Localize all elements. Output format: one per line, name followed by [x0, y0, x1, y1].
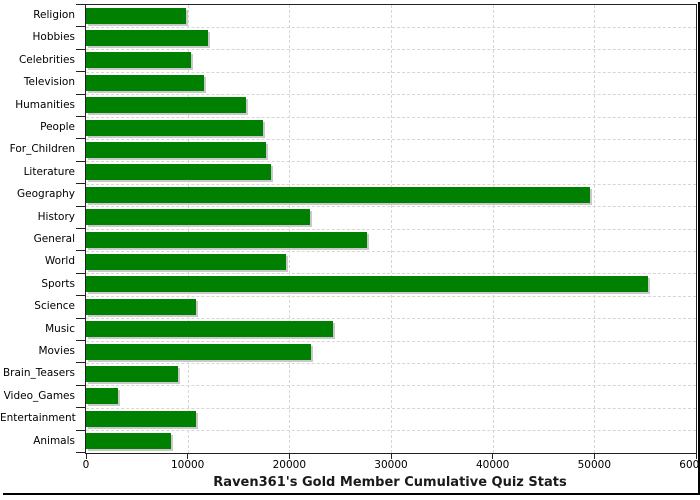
y-axis-label: Brain_Teasers — [2, 367, 75, 380]
x-axis-tick — [187, 454, 189, 459]
y-axis-tick — [76, 228, 86, 229]
y-axis-tick — [76, 250, 86, 251]
y-axis-tick — [76, 318, 86, 319]
y-axis-label: Video_Games — [3, 389, 75, 402]
y-axis-tick — [76, 94, 86, 95]
gridline-horizontal — [86, 94, 696, 96]
y-axis-label: Television — [23, 76, 75, 89]
bar — [86, 343, 311, 360]
y-axis-label: Humanities — [15, 98, 75, 111]
x-axis-tick — [492, 454, 494, 459]
x-axis-tick-label: 30000 — [374, 459, 408, 471]
y-axis-tick — [76, 183, 86, 184]
y-axis-tick — [76, 4, 86, 5]
x-axis-tick — [85, 454, 87, 459]
gridline-horizontal — [86, 295, 696, 297]
gridline-horizontal — [86, 250, 696, 252]
y-axis-label: General — [33, 233, 75, 245]
gridline-horizontal — [86, 385, 696, 387]
y-axis-tick — [76, 295, 86, 296]
y-axis-label: Literature — [23, 165, 75, 178]
chart-title: Raven361's Gold Member Cumulative Quiz S… — [213, 475, 567, 490]
gridline-horizontal — [86, 116, 696, 118]
y-axis-tick — [76, 161, 86, 162]
y-axis-tick — [76, 273, 86, 274]
bar — [86, 388, 118, 405]
gridline-horizontal — [86, 407, 696, 409]
y-axis-tick — [76, 71, 86, 72]
y-axis-label: Animals — [33, 434, 75, 447]
y-axis-tick — [76, 138, 86, 139]
y-axis-tick — [76, 49, 86, 50]
gridline-horizontal — [86, 273, 696, 275]
gridline-horizontal — [86, 430, 696, 432]
bar — [86, 97, 246, 114]
y-axis-label: World — [44, 255, 75, 268]
bar — [86, 410, 196, 427]
y-axis-label: Celebrities — [18, 53, 75, 66]
x-axis-tick-label: 10000 — [170, 459, 205, 471]
x-axis-tick — [593, 454, 595, 459]
gridline-horizontal — [86, 340, 696, 342]
bar — [86, 231, 367, 248]
y-axis-label: Hobbies — [32, 31, 76, 44]
gridline-horizontal — [86, 206, 696, 208]
bar — [86, 164, 272, 181]
x-axis-tick-label: 40000 — [475, 459, 510, 471]
gridline-horizontal — [86, 161, 696, 163]
x-axis-tick — [390, 454, 392, 459]
bar — [86, 253, 287, 270]
y-axis-label: Music — [45, 322, 75, 335]
y-axis-label: Entertainment — [0, 412, 76, 425]
bar — [86, 74, 204, 91]
y-axis-tick — [76, 430, 86, 431]
bar — [86, 7, 186, 24]
bar — [86, 209, 310, 226]
y-axis-label: Science — [34, 300, 75, 313]
x-axis-tick — [695, 454, 697, 459]
bar — [86, 433, 172, 450]
plot-area — [85, 4, 697, 454]
y-axis-tick — [76, 407, 86, 408]
gridline-horizontal — [86, 26, 696, 28]
y-axis-tick — [76, 362, 86, 363]
x-axis-tick-label: 0 — [82, 459, 90, 471]
x-axis-tick-label: 20000 — [272, 459, 307, 471]
y-axis-tick — [76, 385, 86, 386]
y-axis-tick — [76, 26, 86, 27]
bar — [86, 29, 208, 46]
image-border-bottom — [3, 493, 700, 495]
gridline-horizontal — [86, 138, 696, 140]
y-axis-tick — [76, 206, 86, 207]
gridline-horizontal — [86, 228, 696, 230]
y-axis-label: Movies — [38, 345, 75, 357]
bar — [86, 52, 191, 69]
bar — [86, 298, 196, 315]
bar — [86, 186, 591, 203]
image-border-right — [698, 2, 700, 495]
bar — [86, 365, 178, 382]
gridline-horizontal — [86, 362, 696, 364]
x-axis-tick-label: 50000 — [577, 459, 612, 471]
bar — [86, 276, 649, 293]
y-axis-label: Religion — [33, 9, 75, 21]
y-axis-label: History — [37, 210, 75, 223]
y-axis-tick — [76, 340, 86, 341]
gridline-horizontal — [86, 71, 696, 73]
x-axis-tick-label: 60000 — [679, 459, 700, 471]
gridline-horizontal — [86, 183, 696, 185]
bar — [86, 141, 266, 158]
gridline-horizontal — [86, 318, 696, 320]
x-axis-tick — [288, 454, 290, 459]
y-axis-tick — [76, 452, 86, 453]
bar — [86, 119, 263, 136]
y-axis-label: Sports — [41, 277, 75, 290]
y-axis-tick — [76, 116, 86, 117]
y-axis-label: For_Children — [9, 143, 75, 156]
y-axis-label: Geography — [17, 188, 75, 201]
bar — [86, 321, 334, 338]
gridline-horizontal — [86, 49, 696, 51]
y-axis-label: People — [40, 121, 75, 133]
